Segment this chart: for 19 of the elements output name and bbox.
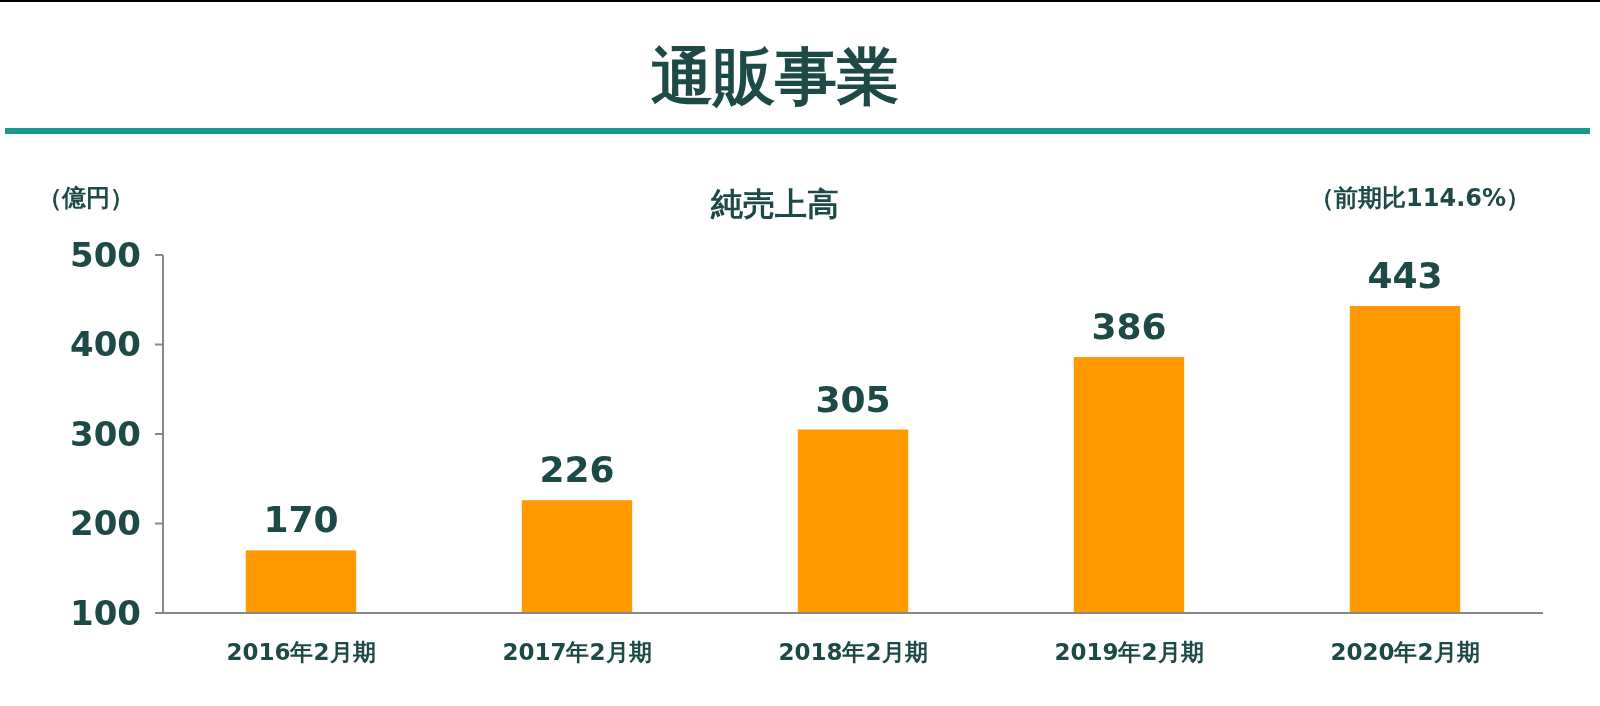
y-tick-label: 400 bbox=[70, 324, 141, 365]
text: （前期比114.6%） bbox=[1310, 184, 1530, 212]
y-tick-label: 300 bbox=[70, 413, 141, 454]
x-tick-label: 2018年2月期 bbox=[778, 639, 928, 665]
data-label: 226 bbox=[539, 449, 615, 491]
y-axis-title: （億円） bbox=[38, 184, 134, 212]
data-label: 305 bbox=[815, 378, 891, 420]
chart-title: 通販事業 bbox=[651, 40, 899, 113]
x-tick-label: 2016年2月期 bbox=[226, 639, 376, 665]
data-label: 443 bbox=[1367, 255, 1443, 297]
y-tick-label: 100 bbox=[70, 592, 141, 633]
x-tick-label: 2020年2月期 bbox=[1330, 639, 1480, 665]
chart-subtitle: 純売上高 bbox=[710, 185, 839, 223]
y-tick-label: 500 bbox=[70, 234, 141, 275]
data-label: 170 bbox=[263, 499, 339, 541]
data-label: 386 bbox=[1091, 306, 1167, 348]
x-tick-label: 2019年2月期 bbox=[1054, 639, 1204, 665]
x-tick-label: 2017年2月期 bbox=[502, 639, 652, 665]
y-tick-label: 200 bbox=[70, 503, 141, 544]
